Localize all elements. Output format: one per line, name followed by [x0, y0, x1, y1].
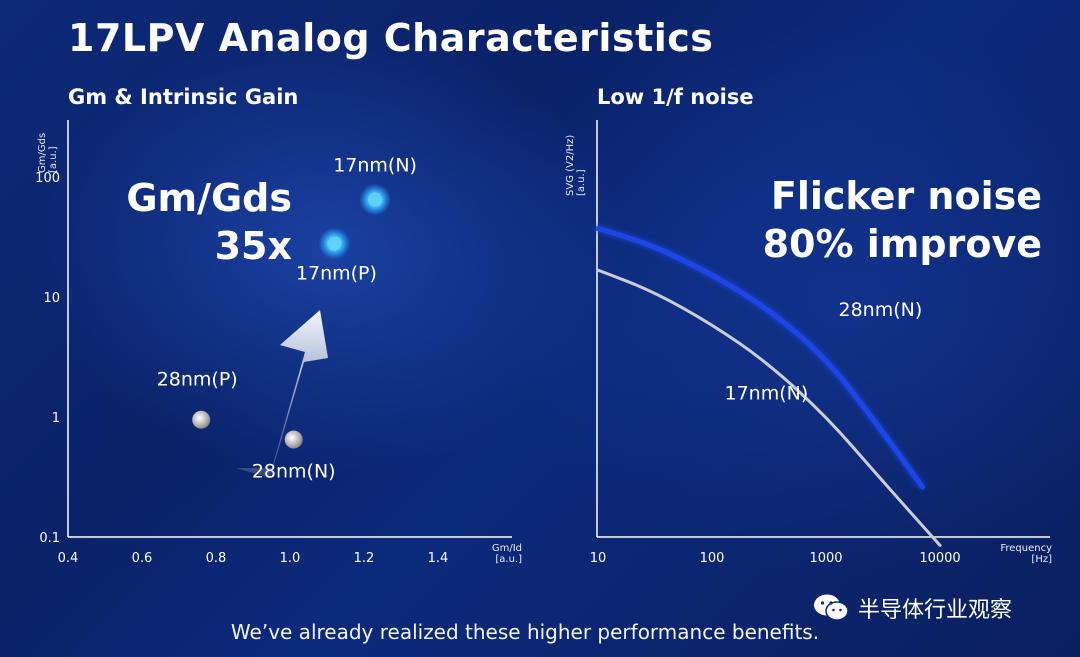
gain-y-tick-1: 1	[52, 411, 60, 426]
gain-point-label-1: 28nm(N)	[252, 461, 336, 483]
gain-y-tick-3: 100	[35, 171, 60, 186]
page-title: 17LPV Analog Characteristics	[68, 16, 714, 60]
gain-point-label-2: 17nm(P)	[296, 263, 377, 285]
gain-x-axis-label: Gm/Id [a.u.]	[491, 543, 522, 565]
noise-y-axis-label: SVG (V2/Hz) [a.u.]	[565, 134, 587, 196]
gain-x-tick-0: 0.4	[58, 551, 79, 566]
gain-y-tick-0: 0.1	[39, 531, 60, 546]
gain-x-tick-5: 1.4	[428, 551, 449, 566]
noise-x-tick-3: 10000	[919, 551, 960, 566]
chart-title-gain: Gm & Intrinsic Gain	[68, 85, 299, 109]
gain-point-1	[284, 430, 303, 449]
gain-point-label-3: 17nm(N)	[333, 155, 417, 177]
wechat-icon	[814, 594, 849, 621]
noise-x-tick-2: 1000	[809, 551, 842, 566]
gain-point-core-3	[368, 192, 383, 207]
noise-x-tick-1: 100	[700, 551, 725, 566]
noise-x-axis-label: Frequency [Hz]	[1000, 543, 1052, 565]
watermark-text: 半导体行业观察	[858, 598, 1013, 623]
gain-x-tick-3: 1.0	[280, 551, 301, 566]
gain-y-tick-2: 10	[43, 291, 60, 306]
gain-x-tick-4: 1.2	[354, 551, 375, 566]
noise-series-label-0: 28nm(N)	[839, 299, 923, 321]
noise-series-0	[595, 225, 925, 490]
chart-title-noise: Low 1/f noise	[597, 85, 754, 109]
noise-series-label-1: 17nm(N)	[725, 382, 809, 404]
gain-x-tick-2: 0.8	[206, 551, 227, 566]
noise-series-1	[596, 268, 942, 547]
gain-y-axis-label: Gm/Gds [a.u.]	[37, 132, 59, 173]
gain-point-0	[192, 410, 211, 429]
footer-caption: We’ve already realized these higher perf…	[230, 620, 820, 644]
noise-x-tick-0: 10	[590, 551, 607, 566]
gain-annotation: Gm/Gds 35x	[126, 176, 292, 268]
improvement-arrow	[236, 310, 328, 478]
gain-x-tick-1: 0.6	[132, 551, 153, 566]
gain-point-label-0: 28nm(P)	[157, 369, 238, 391]
noise-annotation: Flicker noise 80% improve	[762, 174, 1042, 266]
gain-point-core-2	[327, 236, 342, 251]
watermark: 半导体行业观察	[812, 592, 1012, 624]
